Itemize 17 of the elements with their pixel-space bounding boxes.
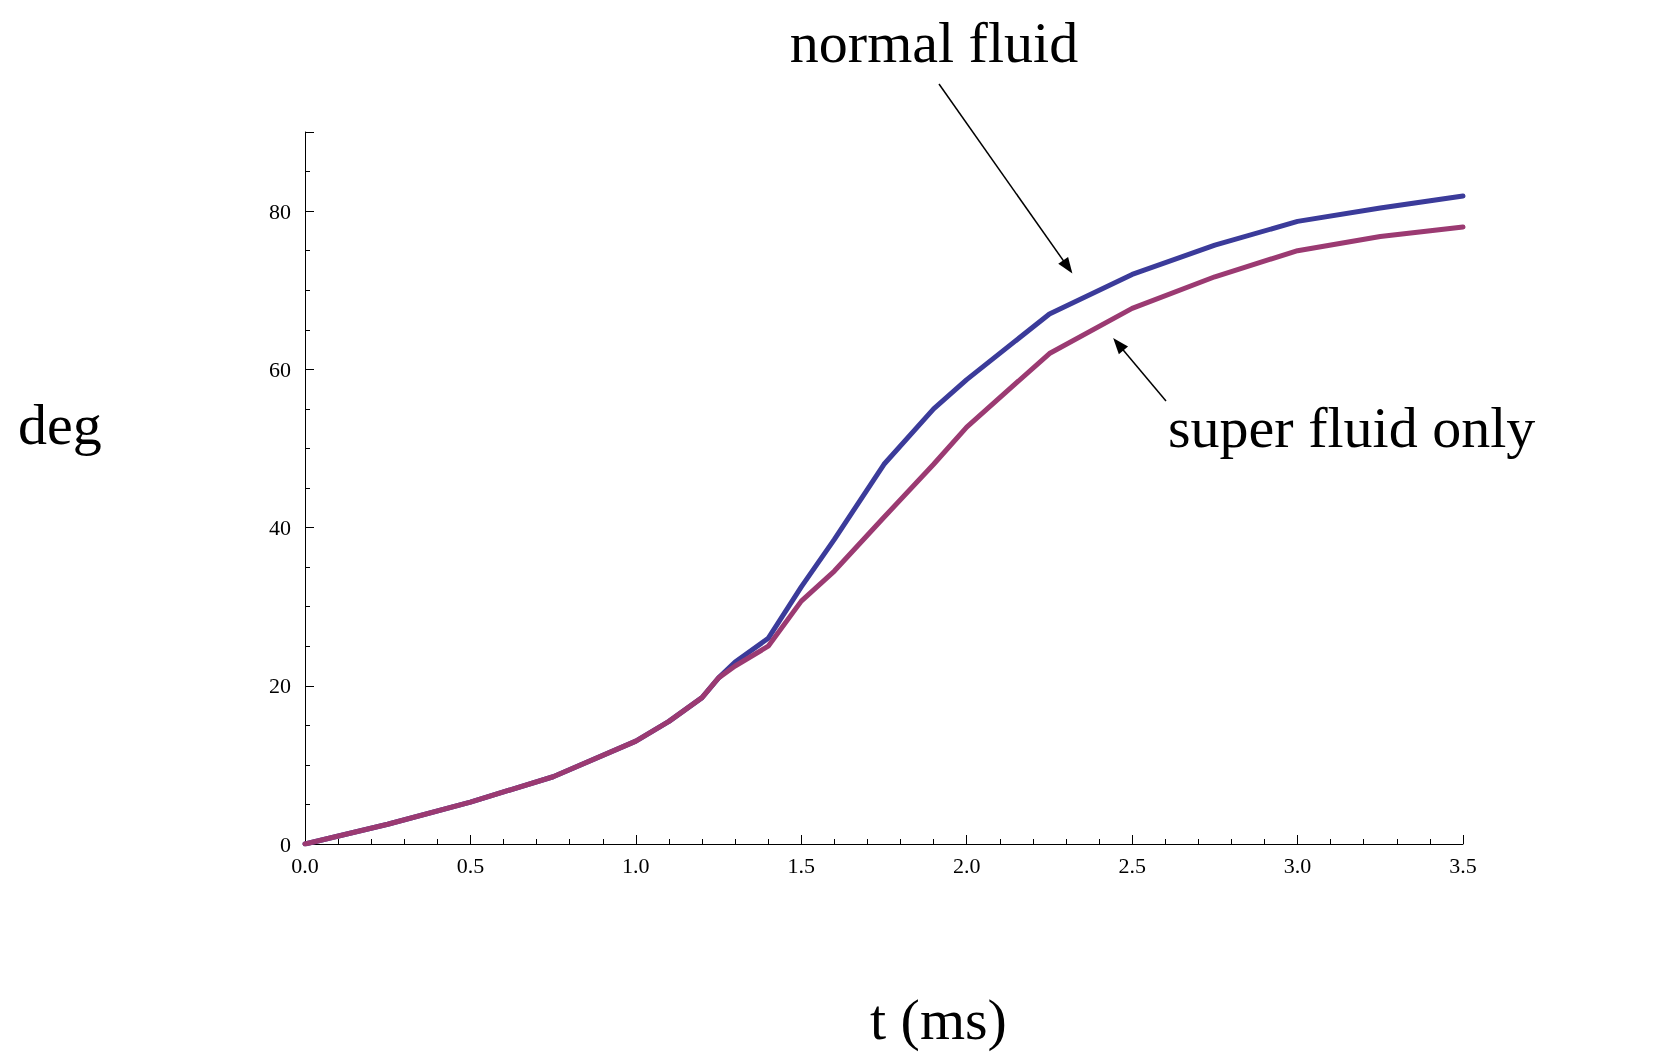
y-tick-label: 80 (269, 198, 291, 224)
x-tick-label: 0.0 (291, 852, 319, 878)
x-tick-label: 1.0 (622, 852, 650, 878)
x-tick-label: 2.0 (952, 852, 981, 878)
x-axis-title: t (ms) (870, 986, 1007, 1052)
y-tick-label: 0 (280, 831, 291, 857)
x-tick-label: 3.5 (1449, 852, 1477, 878)
x-tick-label: 0.5 (456, 852, 485, 878)
y-tick-label: 40 (269, 515, 291, 541)
x-tick-label: 1.5 (787, 852, 816, 878)
y-axis-title: deg (18, 391, 102, 457)
y-tick-label: 20 (269, 673, 291, 699)
x-tick-label: 3.0 (1283, 852, 1312, 878)
x-tick-label: 2.5 (1118, 852, 1146, 878)
annotation: super fluid only (1168, 394, 1536, 460)
y-tick-label: 60 (269, 356, 291, 382)
text: normal fluid (789, 9, 1079, 75)
